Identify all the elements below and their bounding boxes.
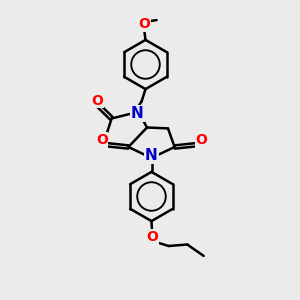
Text: O: O (91, 94, 103, 108)
Text: O: O (146, 230, 158, 244)
Text: N: N (131, 106, 144, 121)
Text: N: N (145, 148, 158, 163)
Text: O: O (195, 133, 207, 147)
Text: O: O (96, 133, 108, 147)
Text: O: O (138, 17, 150, 31)
